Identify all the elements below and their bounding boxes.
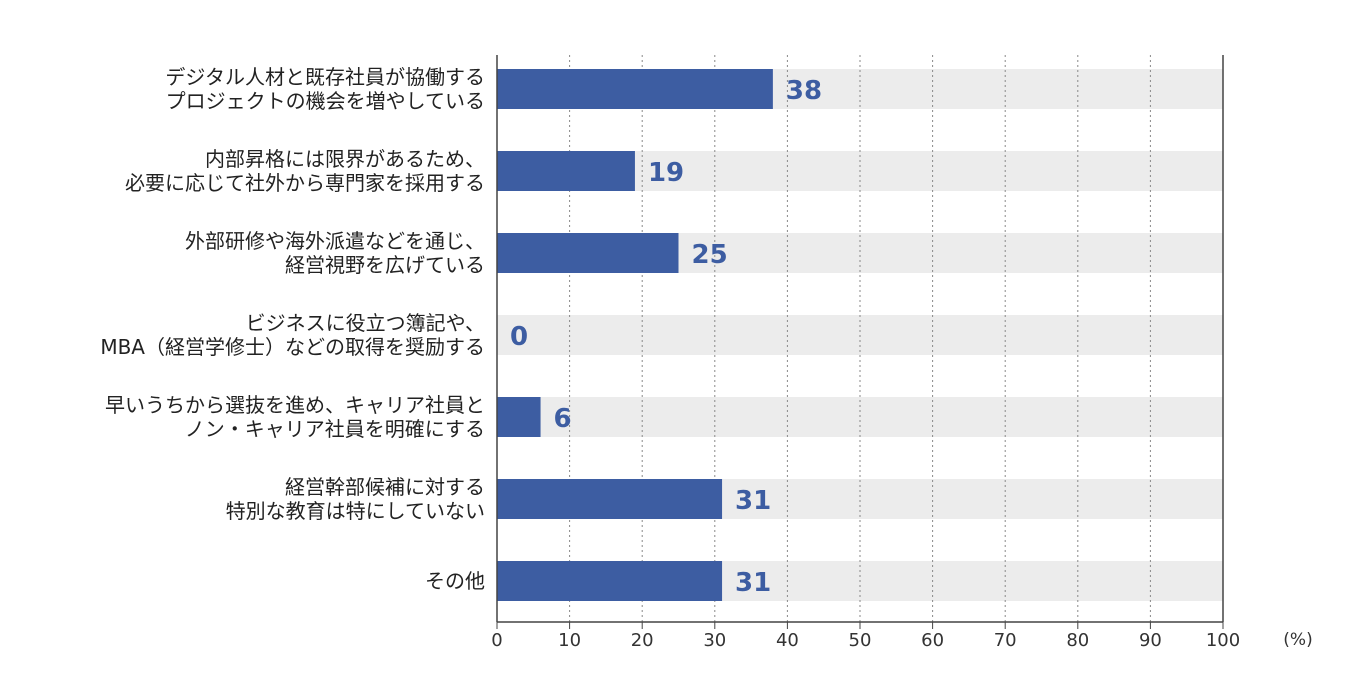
axis-group	[496, 55, 1224, 629]
bar-value-label: 31	[735, 486, 771, 516]
x-tick-label: 60	[921, 630, 944, 651]
bar	[497, 397, 541, 437]
x-tick-label: 30	[703, 630, 726, 651]
category-label: 経営幹部候補に対する	[285, 475, 485, 499]
bar	[497, 561, 723, 601]
category-label: 内部昇格には限界があるため、	[205, 147, 485, 171]
x-tick-label: 0	[491, 630, 502, 651]
bar-group	[497, 69, 773, 601]
category-label: 経営視野を広げている	[285, 253, 485, 277]
category-label: 必要に応じて社外から専門家を採用する	[125, 171, 485, 195]
category-label: デジタル人材と既存社員が協働する	[165, 65, 485, 89]
category-label: ノン・キャリア社員を明確にする	[185, 417, 485, 441]
x-tick-label: 10	[558, 630, 581, 651]
x-tick-label: 40	[776, 630, 799, 651]
x-axis-unit: (%)	[1283, 630, 1312, 650]
category-label: MBA（経営学修士）などの取得を奨励する	[100, 335, 485, 359]
bar	[497, 233, 679, 273]
x-tick-label: 100	[1206, 630, 1240, 651]
bar	[497, 69, 773, 109]
category-label: 早いうちから選抜を進め、キャリア社員と	[105, 393, 485, 417]
x-tick-label: 90	[1139, 630, 1162, 651]
x-tick-label: 80	[1066, 630, 1089, 651]
x-tick-label: 20	[631, 630, 654, 651]
bar-value-label: 0	[510, 322, 528, 352]
bar-value-label: 31	[735, 568, 771, 598]
category-label: 外部研修や海外派遣などを通じ、	[185, 229, 485, 253]
bar-value-label: 6	[554, 404, 572, 434]
category-label: プロジェクトの機会を増やしている	[166, 89, 485, 113]
bar	[497, 479, 723, 519]
x-tick-label: 70	[994, 630, 1017, 651]
bar-value-label: 19	[648, 158, 684, 188]
bar-value-label: 38	[786, 76, 822, 106]
bar-value-label: 25	[692, 240, 728, 270]
bar	[497, 151, 635, 191]
category-label: ビジネスに役立つ簿記や、	[246, 311, 485, 335]
x-tick-label: 50	[849, 630, 872, 651]
category-label: 特別な教育は特にしていない	[226, 499, 485, 523]
category-label: その他	[425, 569, 485, 593]
